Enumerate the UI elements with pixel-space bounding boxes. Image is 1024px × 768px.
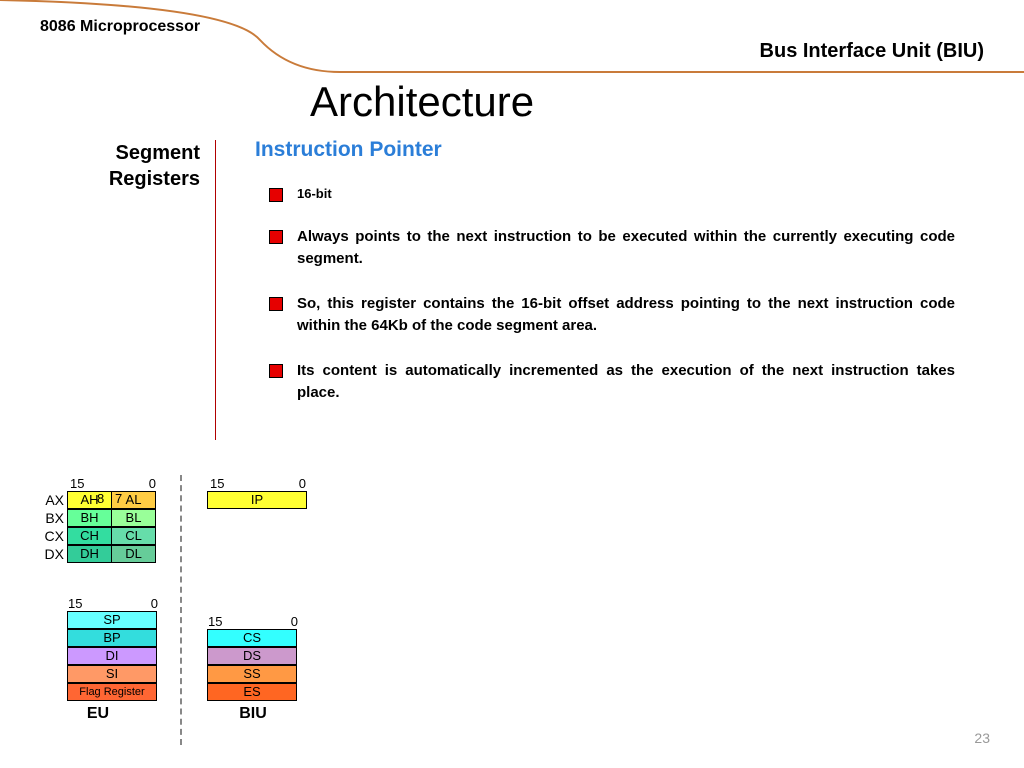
header-left-label: 8086 Microprocessor (40, 18, 200, 36)
bullet-item: Always points to the next instruction to… (255, 226, 955, 271)
biu-reg-cell: ES (207, 683, 297, 701)
page-number: 23 (974, 730, 990, 746)
reg-cell-hi: DH (67, 545, 112, 563)
bit-label: 0 (291, 614, 298, 629)
reg-cell-hi: AH (67, 491, 112, 509)
slide-header: 8086 Microprocessor Bus Interface Unit (… (0, 0, 1024, 75)
biu-reg-cell: SS (207, 665, 297, 683)
bit-label: 15 (68, 596, 82, 611)
vertical-divider (215, 140, 216, 440)
bullet-item: Its content is automatically incremented… (255, 360, 955, 405)
eu-row: Flag Register (38, 683, 158, 701)
eu-row: BP (38, 629, 158, 647)
eu-reg-cell: Flag Register (67, 683, 157, 701)
eu-reg-cell: SP (67, 611, 157, 629)
gpr-block: 15 8 7 0 AXAHALBXBHBLCXCHCLDXDHDL (38, 475, 158, 563)
eu-block: 15 0 SPBPDISIFlag Register EU (38, 595, 158, 723)
eu-reg-cell: BP (67, 629, 157, 647)
bit-label: 0 (151, 596, 158, 611)
ip-register: IP (207, 491, 307, 509)
eu-reg-cell: DI (67, 647, 157, 665)
bit-label: 15 (68, 476, 113, 491)
reg-cell-lo: BL (111, 509, 156, 527)
bit-label: 7 (115, 491, 122, 506)
biu-unit-label: BIU (208, 705, 298, 723)
bullet-item: So, this register contains the 16-bit of… (255, 293, 955, 338)
ip-block: 15 0 IP (208, 475, 308, 509)
bit-label: 15 (208, 614, 222, 629)
header-right-label: Bus Interface Unit (BIU) (760, 40, 984, 63)
bit-label: 15 (210, 476, 224, 491)
reg-cell-lo: DL (111, 545, 156, 563)
biu-reg-cell: CS (207, 629, 297, 647)
eu-row: SP (38, 611, 158, 629)
biu-row: SS (208, 665, 298, 683)
gpr-row: CXCHCL (38, 527, 158, 545)
biu-row: ES (208, 683, 298, 701)
biu-row: DS (208, 647, 298, 665)
bit-label: 0 (113, 476, 158, 491)
eu-reg-cell: SI (67, 665, 157, 683)
reg-cell-hi: CH (67, 527, 112, 545)
eu-unit-label: EU (38, 705, 158, 723)
reg-name-label: CX (38, 528, 68, 544)
gpr-row: DXDHDL (38, 545, 158, 563)
biu-block: 15 0 CSDSSSES BIU (208, 613, 298, 723)
content-title: Instruction Pointer (255, 138, 955, 162)
eu-row: SI (38, 665, 158, 683)
reg-name-label: DX (38, 546, 68, 562)
page-title: Architecture (310, 78, 534, 126)
gpr-row: BXBHBL (38, 509, 158, 527)
reg-cell-lo: CL (111, 527, 156, 545)
biu-reg-cell: DS (207, 647, 297, 665)
biu-row: CS (208, 629, 298, 647)
reg-name-label: AX (38, 492, 68, 508)
content-area: Instruction Pointer 16-bit Always points … (255, 138, 955, 427)
bullet-item: 16-bit (255, 184, 955, 204)
eu-row: DI (38, 647, 158, 665)
reg-name-label: BX (38, 510, 68, 526)
bit-label: 0 (299, 476, 306, 491)
reg-cell-hi: BH (67, 509, 112, 527)
bullet-list: 16-bit Always points to the next instruct… (255, 184, 955, 405)
diagram-divider (180, 475, 182, 745)
section-label: Segment Registers (90, 140, 200, 192)
bit-label: 8 (97, 491, 104, 506)
